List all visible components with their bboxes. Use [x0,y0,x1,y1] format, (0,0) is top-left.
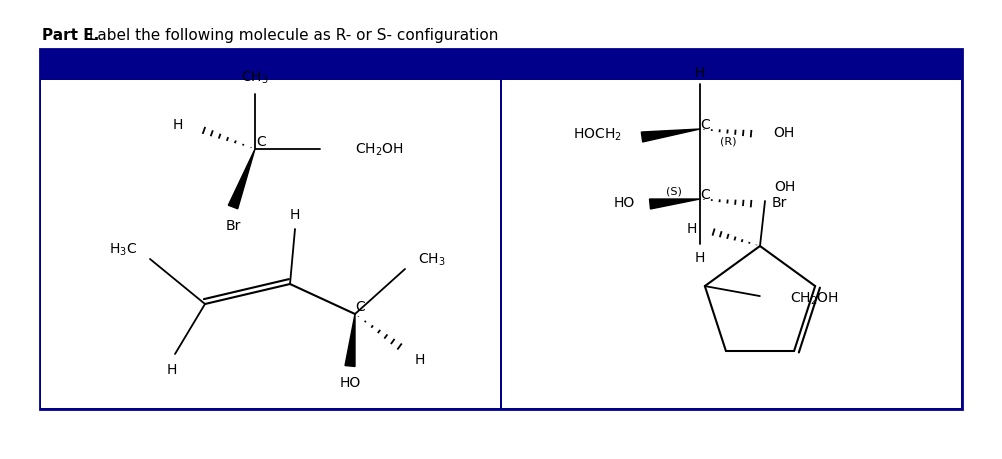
Text: Br: Br [225,218,240,233]
Polygon shape [649,200,700,209]
Text: (S): (S) [666,187,682,196]
Bar [502,81,961,230]
Text: H: H [290,207,301,222]
Text: H: H [415,352,426,366]
Text: C: C [700,188,709,202]
Text: Part E.: Part E. [42,28,99,43]
Polygon shape [641,130,700,143]
Text: $\mathregular{CH_2OH}$: $\mathregular{CH_2OH}$ [790,290,839,307]
Text: H: H [686,222,697,235]
Text: Br: Br [772,196,788,210]
Text: $\mathregular{CH_3}$: $\mathregular{CH_3}$ [241,70,269,86]
Text: HO: HO [614,196,635,210]
Bar [41,51,961,80]
Text: Label the following molecule as R- or S- configuration: Label the following molecule as R- or S-… [84,28,498,43]
Text: $\mathregular{CH_2OH}$: $\mathregular{CH_2OH}$ [355,141,404,158]
Bar [502,230,961,408]
Bar [40,50,962,409]
Polygon shape [228,150,255,209]
Text: H: H [694,66,705,80]
Text: $\mathregular{H_3C}$: $\mathregular{H_3C}$ [109,241,137,257]
Text: C: C [257,134,266,149]
Text: OH: OH [773,126,795,140]
Text: (R): (R) [720,137,736,147]
Text: HO: HO [340,375,361,389]
Text: $\mathregular{CH_3}$: $\mathregular{CH_3}$ [418,251,446,268]
Text: H: H [166,362,177,376]
Text: C: C [355,299,365,313]
Polygon shape [345,314,355,367]
Bar [41,230,500,408]
Text: H: H [694,251,705,264]
Bar [41,81,500,230]
Text: H: H [172,118,183,132]
Text: C: C [700,118,709,132]
Text: OH: OH [774,179,796,194]
Text: $\mathregular{HOCH_2}$: $\mathregular{HOCH_2}$ [573,127,622,143]
